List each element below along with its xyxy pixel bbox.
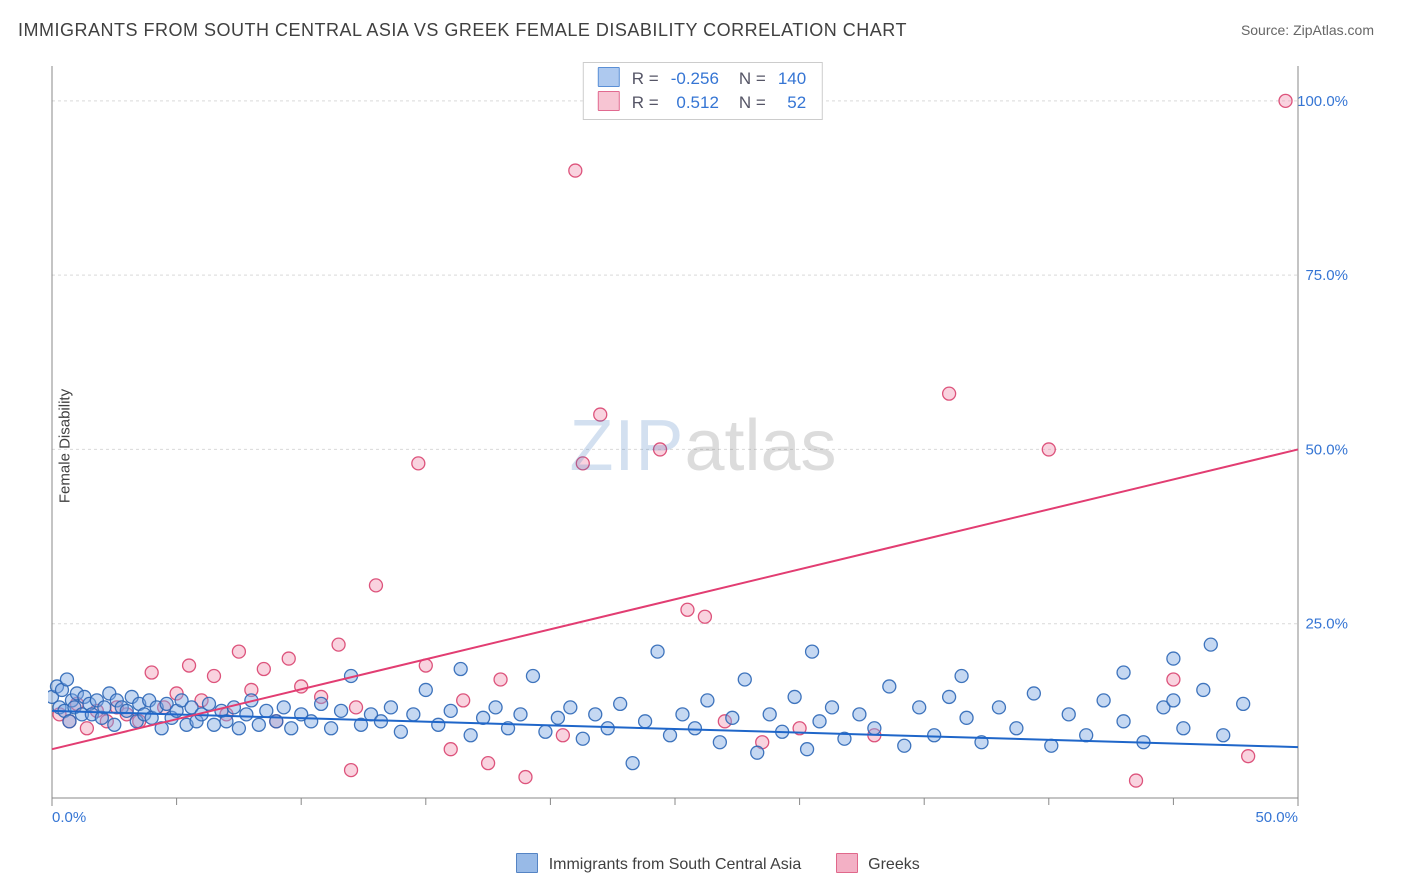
svg-text:25.0%: 25.0% (1305, 616, 1348, 633)
source-citation: Source: ZipAtlas.com (1241, 22, 1374, 38)
svg-text:100.0%: 100.0% (1297, 93, 1348, 110)
legend-swatch-series1 (516, 853, 538, 873)
plot-area: 25.0% 50.0% 75.0% 100.0% 0.0% 50.0% (48, 60, 1358, 830)
legend-label-series2: Greeks (868, 856, 920, 873)
svg-text:75.0%: 75.0% (1305, 267, 1348, 284)
legend-swatch-series2 (836, 853, 858, 873)
correlation-stats-box: R =-0.256N =140R =0.512N =52 (583, 62, 823, 120)
svg-text:50.0%: 50.0% (1305, 441, 1348, 458)
chart-title: IMMIGRANTS FROM SOUTH CENTRAL ASIA VS GR… (18, 20, 907, 41)
svg-text:0.0%: 0.0% (52, 809, 86, 826)
series-legend: Immigrants from South Central Asia Greek… (0, 853, 1406, 874)
svg-text:50.0%: 50.0% (1255, 809, 1298, 826)
source-label: Source: (1241, 22, 1293, 38)
source-link[interactable]: ZipAtlas.com (1293, 22, 1374, 38)
legend-label-series1: Immigrants from South Central Asia (549, 856, 802, 873)
